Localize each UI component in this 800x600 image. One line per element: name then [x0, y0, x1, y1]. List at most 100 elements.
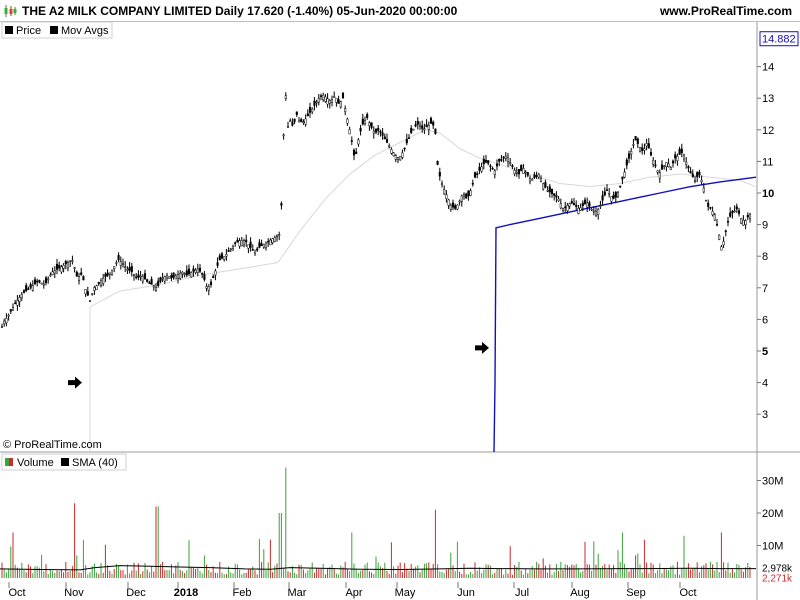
volume-bar [146, 569, 148, 578]
volume-bar [36, 566, 38, 578]
candle-body [73, 267, 76, 269]
volume-bar [67, 572, 69, 578]
current-price-box [759, 31, 799, 47]
volume-bar [109, 570, 111, 578]
volume-bar [606, 569, 608, 578]
candle-body [649, 152, 653, 156]
candle-body [5, 318, 8, 324]
volume-bar [3, 568, 5, 578]
volume-bar [705, 563, 707, 578]
candle-body [302, 121, 305, 123]
candle-body [0, 326, 4, 329]
volume-bar [148, 572, 150, 578]
volume-bar [516, 566, 518, 578]
volume-bar [203, 555, 205, 578]
volume-bar [318, 568, 320, 578]
volume-bar [547, 572, 549, 578]
candle-body [269, 239, 272, 245]
volume-bar [368, 571, 370, 578]
candle-body [597, 209, 600, 216]
volume-bar [714, 570, 716, 578]
legend-volume: Volume [17, 457, 54, 469]
x-tick-label: 2018 [174, 587, 198, 599]
price-tick-label: 5 [762, 346, 768, 358]
volume-bar [632, 567, 634, 578]
candle-body [394, 155, 397, 160]
volume-bar [522, 574, 524, 578]
candle-body [225, 254, 228, 257]
candle-body [53, 270, 56, 274]
candle-body [293, 118, 296, 122]
volume-bar [214, 572, 216, 578]
price-tick-label: 3 [762, 409, 768, 421]
volume-bar [63, 572, 65, 578]
candle-body [665, 162, 668, 167]
volume-bar [155, 506, 157, 578]
volume-bar [681, 568, 683, 578]
volume-bar [252, 566, 254, 578]
candle-body [379, 131, 382, 133]
candle-body [282, 134, 285, 137]
candle-body [179, 272, 182, 279]
candle-body [60, 266, 63, 273]
volume-bar [430, 568, 432, 578]
volume-bar [432, 563, 434, 578]
volume-bar [641, 572, 643, 578]
volume-bar [498, 568, 500, 578]
candle-body [190, 272, 193, 278]
candle-body [306, 113, 309, 117]
candle-body [84, 289, 87, 295]
candle-body [7, 314, 10, 317]
candle-body [75, 271, 78, 277]
volume-bar [82, 539, 84, 578]
volume-bar [628, 571, 630, 578]
volume-bar [331, 564, 333, 578]
candle-body [674, 154, 677, 159]
candle-body [121, 263, 125, 266]
candle-body [682, 154, 686, 160]
volume-bar [544, 565, 546, 578]
price-volume-chart[interactable]: Price Mov Avgs 3 4 5 6 7 8 9 10 11 12 13 14 14.882 © Pr… [0, 22, 800, 600]
volume-bar [426, 563, 428, 578]
volume-bar [144, 562, 146, 578]
volume-bar [357, 573, 359, 578]
candle-body [533, 174, 536, 178]
candle-body [168, 276, 171, 279]
volume-bar [584, 541, 586, 578]
candle-body [410, 127, 413, 133]
candle-body [170, 275, 173, 279]
volume-bar [514, 564, 516, 578]
volume-bar [184, 573, 186, 578]
candle-body [667, 163, 670, 168]
volume-bar [324, 574, 326, 578]
candle-body [113, 266, 116, 269]
candle-body [586, 202, 589, 208]
candle-body [214, 270, 217, 276]
candle-body [201, 272, 204, 275]
candle-body [421, 125, 424, 129]
volume-bar [659, 563, 661, 578]
candle-body [526, 172, 529, 176]
volume-bar [701, 566, 703, 578]
candle-body [366, 114, 369, 118]
volume-bar [527, 573, 529, 578]
volume-bar [393, 566, 395, 578]
brand-link[interactable]: www.ProRealTime.com [659, 4, 792, 18]
candle-body [702, 187, 705, 193]
volume-bar [243, 572, 245, 578]
candle-body [511, 165, 514, 168]
candle-body [737, 210, 741, 214]
volume-bar [597, 553, 599, 578]
candle-body [16, 300, 19, 306]
candle-body [14, 302, 17, 304]
volume-bar [362, 569, 364, 578]
candle-body [390, 149, 393, 154]
candle-body [236, 240, 239, 243]
volume-bar [309, 568, 311, 578]
candle-body [117, 255, 120, 261]
volume-bar [329, 567, 331, 578]
candle-body [192, 268, 195, 272]
candle-body [315, 101, 318, 104]
candle-body [359, 127, 362, 132]
volume-bar [624, 563, 626, 578]
